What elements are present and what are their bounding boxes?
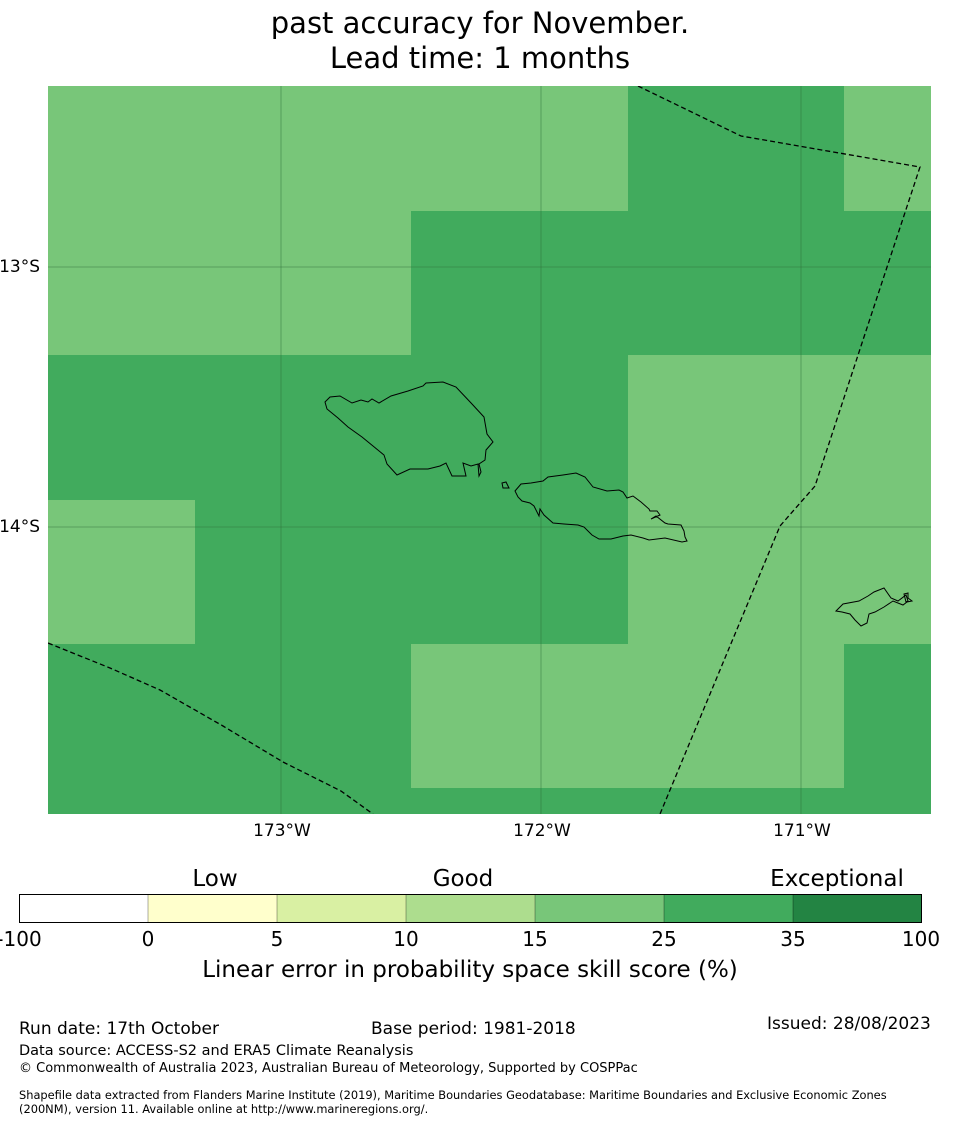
lat-label-13s: 13°S — [0, 257, 40, 277]
colorbar-category-good: Good — [432, 866, 494, 892]
tutuila-island-outline — [834, 587, 914, 627]
colorbar-tick: 10 — [393, 927, 419, 951]
colorbar-category-exceptional: Exceptional — [770, 866, 904, 892]
skill-cell — [48, 211, 411, 355]
colorbar-category-low: Low — [192, 866, 238, 892]
lat-label-14s: 14°S — [0, 517, 40, 537]
colorbar-segment — [406, 894, 535, 923]
copyright: © Commonwealth of Australia 2023, Austra… — [19, 1061, 638, 1076]
colorbar-label: Linear error in probability space skill … — [202, 957, 738, 983]
graticule — [48, 86, 931, 814]
skill-cell — [48, 86, 628, 211]
map-title-line-2: Lead time: 1 months — [329, 41, 631, 75]
maritime-boundaries — [48, 86, 921, 814]
lon-label-173w: 173°W — [253, 821, 311, 841]
skill-cell — [628, 355, 931, 644]
skill-cell — [411, 644, 844, 788]
map-title-line-1: past accuracy for November. — [270, 6, 690, 40]
colorbar-segment — [664, 894, 793, 923]
base-period: Base period: 1981-2018 — [371, 1019, 576, 1039]
colorbar-tick: 35 — [780, 927, 806, 951]
colorbar-tick: -100 — [0, 927, 42, 951]
colorbar-segment — [277, 894, 406, 923]
colorbar-tick: 0 — [141, 927, 155, 951]
colorbar-segment — [535, 894, 664, 923]
issued-date: Issued: 28/08/2023 — [767, 1014, 931, 1034]
colorbar-tick: 15 — [522, 927, 548, 951]
colorbar-tick: 5 — [270, 927, 284, 951]
colorbar-tick: 100 — [901, 927, 941, 951]
skill-map — [48, 86, 931, 814]
savaii-island-outline — [324, 381, 494, 478]
data-source: Data source: ACCESS-S2 and ERA5 Climate … — [19, 1043, 414, 1059]
colorbar-dividers — [147, 894, 794, 923]
skill-cells-medium — [48, 86, 931, 788]
skill-cell — [844, 86, 931, 211]
lon-label-171w: 171°W — [773, 821, 831, 841]
lon-label-172w: 172°W — [513, 821, 571, 841]
run-date: Run date: 17th October — [19, 1019, 219, 1039]
eez-boundary-southwest — [48, 642, 374, 814]
colorbar-frame — [19, 894, 922, 923]
manono-island-outline — [501, 481, 510, 489]
skill-cell — [48, 500, 195, 644]
colorbar-segment — [793, 894, 922, 923]
upolu-island-outline — [514, 472, 688, 543]
colorbar-segment — [19, 894, 148, 923]
islands — [324, 381, 914, 627]
shapefile-credit-line-1: Shapefile data extracted from Flanders M… — [19, 1088, 887, 1102]
colorbar-segment — [148, 894, 277, 923]
colorbar — [19, 894, 922, 923]
eez-boundary-east — [637, 86, 921, 814]
colorbar-tick: 25 — [651, 927, 677, 951]
shapefile-credit-line-2: (200NM), version 11. Available online at… — [19, 1102, 429, 1116]
